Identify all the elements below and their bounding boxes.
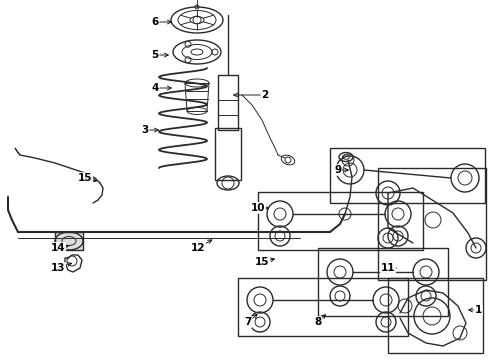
Text: 9: 9	[335, 165, 342, 175]
Bar	[378, 168, 486, 280]
Text: 3: 3	[142, 125, 148, 135]
Text: 15: 15	[78, 173, 92, 183]
Text: 7: 7	[245, 317, 252, 327]
Text: 10: 10	[251, 203, 265, 213]
Bar	[55, 232, 83, 250]
Text: 1: 1	[474, 305, 482, 315]
Text: 13: 13	[51, 263, 65, 273]
Bar	[215, 128, 241, 180]
Text: 11: 11	[381, 263, 395, 273]
Bar	[258, 192, 423, 250]
Bar	[388, 278, 483, 353]
Bar	[318, 248, 448, 316]
Text: 15: 15	[255, 257, 269, 267]
Text: 6: 6	[151, 17, 159, 27]
Text: 4: 4	[151, 83, 159, 93]
Bar	[238, 278, 408, 336]
Bar	[330, 148, 485, 203]
Text: 5: 5	[151, 50, 159, 60]
Text: 8: 8	[315, 317, 321, 327]
Text: 2: 2	[261, 90, 269, 100]
Text: 14: 14	[50, 243, 65, 253]
Text: 12: 12	[191, 243, 205, 253]
Bar	[218, 75, 238, 130]
